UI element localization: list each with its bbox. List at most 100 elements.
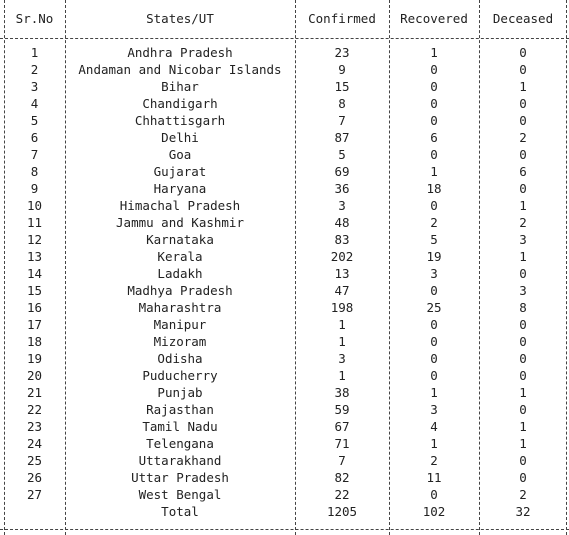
table-row: 11 Jammu and Kashmir 48 2 2 (0, 214, 569, 231)
column-divider (479, 0, 480, 535)
cell-deceased: 0 (519, 334, 527, 349)
cell-sr-no: 12 (26, 232, 43, 247)
table-row: 24 Telengana 71 1 1 (0, 435, 569, 452)
cell-recovered: 3 (430, 266, 438, 281)
cell-deceased: 0 (519, 453, 527, 468)
cell-recovered: 0 (430, 351, 438, 366)
cell-state: Andhra Pradesh (127, 45, 233, 60)
cell-recovered: 0 (430, 487, 438, 502)
cell-confirmed: 1205 (326, 504, 358, 519)
cell-sr-no: 5 (30, 113, 39, 128)
cell-state: Uttar Pradesh (131, 470, 229, 485)
cell-confirmed: 83 (334, 232, 350, 247)
cell-sr-no: 7 (30, 147, 39, 162)
cell-state: Odisha (157, 351, 203, 366)
cell-state: Jammu and Kashmir (116, 215, 244, 230)
table-row: 20 Puducherry 1 0 0 (0, 367, 569, 384)
cell-deceased: 0 (519, 113, 527, 128)
cell-sr-no: 24 (26, 436, 43, 451)
cell-state: Puducherry (142, 368, 218, 383)
cell-confirmed: 202 (330, 249, 354, 264)
cell-state: Manipur (153, 317, 207, 332)
cell-confirmed: 8 (338, 96, 346, 111)
header-deceased: Deceased (492, 11, 554, 26)
cell-sr-no: 14 (26, 266, 43, 281)
table-row: 13 Kerala 202 19 1 (0, 248, 569, 265)
cell-deceased: 2 (519, 487, 527, 502)
table-row: 7 Goa 5 0 0 (0, 146, 569, 163)
cell-state: Chandigarh (142, 96, 218, 111)
cell-recovered: 1 (430, 45, 438, 60)
cell-deceased: 3 (519, 283, 527, 298)
cell-sr-no: 11 (26, 215, 43, 230)
cell-state: Haryana (153, 181, 207, 196)
cell-sr-no: 20 (26, 368, 43, 383)
cell-state: Bihar (161, 79, 199, 94)
cell-confirmed: 67 (334, 419, 350, 434)
table-row: 5 Chhattisgarh 7 0 0 (0, 112, 569, 129)
cell-confirmed: 59 (334, 402, 350, 417)
cell-recovered: 3 (430, 402, 438, 417)
cell-sr-no: 23 (26, 419, 43, 434)
cell-recovered: 0 (430, 96, 438, 111)
cell-confirmed: 48 (334, 215, 350, 230)
cell-sr-no: 27 (26, 487, 43, 502)
table-row: 19 Odisha 3 0 0 (0, 350, 569, 367)
cell-state: Goa (168, 147, 192, 162)
cell-confirmed: 69 (334, 164, 350, 179)
cell-state: Gujarat (153, 164, 207, 179)
table-row: 16 Maharashtra 198 25 8 (0, 299, 569, 316)
bottom-rule (0, 529, 569, 530)
column-divider (4, 0, 5, 535)
cell-state: Uttarakhand (138, 453, 222, 468)
cell-sr-no: 2 (30, 62, 39, 77)
cell-deceased: 0 (519, 470, 527, 485)
cell-confirmed: 198 (330, 300, 354, 315)
cell-deceased: 1 (519, 79, 527, 94)
cell-recovered: 1 (430, 164, 438, 179)
header-states-ut: States/UT (146, 11, 214, 26)
cell-confirmed: 15 (334, 79, 350, 94)
cell-deceased: 0 (519, 351, 527, 366)
table-row: 8 Gujarat 69 1 6 (0, 163, 569, 180)
table-row: 14 Ladakh 13 3 0 (0, 265, 569, 282)
cell-sr-no: 1 (30, 45, 39, 60)
cell-state: Punjab (157, 385, 203, 400)
cell-recovered: 0 (430, 317, 438, 332)
cell-confirmed: 36 (334, 181, 350, 196)
cell-state: Telengana (146, 436, 214, 451)
cell-state: Andaman and Nicobar Islands (78, 62, 282, 77)
cell-deceased: 1 (519, 249, 527, 264)
cell-sr-no: 15 (26, 283, 43, 298)
table-row: 22 Rajasthan 59 3 0 (0, 401, 569, 418)
cell-recovered: 6 (430, 130, 438, 145)
cell-deceased: 2 (519, 215, 527, 230)
cell-confirmed: 1 (338, 334, 346, 349)
cell-confirmed: 23 (334, 45, 350, 60)
table-row: 6 Delhi 87 6 2 (0, 129, 569, 146)
column-divider (65, 0, 66, 535)
table-row: 4 Chandigarh 8 0 0 (0, 95, 569, 112)
table-row: 9 Haryana 36 18 0 (0, 180, 569, 197)
cell-confirmed: 7 (338, 113, 346, 128)
column-divider (389, 0, 390, 535)
header-rule (0, 38, 569, 39)
cell-deceased: 1 (519, 198, 527, 213)
cell-recovered: 18 (426, 181, 442, 196)
cell-recovered: 0 (430, 62, 438, 77)
cell-deceased: 8 (519, 300, 527, 315)
cell-confirmed: 87 (334, 130, 350, 145)
cell-state: Mizoram (153, 334, 207, 349)
header-confirmed: Confirmed (308, 11, 376, 26)
cell-deceased: 0 (519, 317, 527, 332)
cell-sr-no: 21 (26, 385, 43, 400)
cell-deceased: 3 (519, 232, 527, 247)
cell-state: Rajasthan (146, 402, 214, 417)
cell-sr-no: 8 (30, 164, 39, 179)
cell-sr-no: 13 (26, 249, 43, 264)
cell-deceased: 1 (519, 436, 527, 451)
cell-state: Madhya Pradesh (127, 283, 233, 298)
cell-state: Delhi (161, 130, 199, 145)
cell-state: Karnataka (146, 232, 214, 247)
cell-sr-no: 17 (26, 317, 43, 332)
